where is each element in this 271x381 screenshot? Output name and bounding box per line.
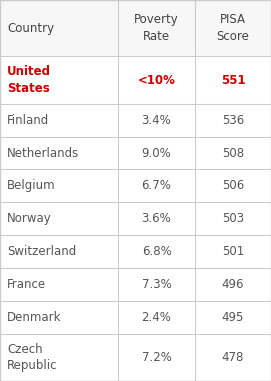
- Bar: [0, 235, 271, 268]
- Text: Czech
Republic: Czech Republic: [7, 343, 57, 372]
- Text: 496: 496: [222, 278, 244, 291]
- Bar: [0, 301, 271, 334]
- Text: 551: 551: [221, 74, 245, 86]
- Bar: [0, 202, 271, 235]
- Text: Netherlands: Netherlands: [7, 147, 79, 160]
- Text: United
States: United States: [7, 66, 51, 95]
- Text: 536: 536: [222, 114, 244, 126]
- Text: Switzerland: Switzerland: [7, 245, 76, 258]
- Text: PISA
Score: PISA Score: [217, 13, 250, 43]
- Bar: [0, 170, 271, 202]
- Bar: [0, 0, 271, 56]
- Text: <10%: <10%: [138, 74, 175, 86]
- Text: 501: 501: [222, 245, 244, 258]
- Bar: [0, 136, 271, 170]
- Text: 6.8%: 6.8%: [142, 245, 171, 258]
- Text: 3.6%: 3.6%: [142, 212, 171, 225]
- Text: Poverty
Rate: Poverty Rate: [134, 13, 179, 43]
- Text: 3.4%: 3.4%: [142, 114, 171, 126]
- Text: 478: 478: [222, 351, 244, 364]
- Text: Denmark: Denmark: [7, 311, 62, 324]
- Text: 6.7%: 6.7%: [141, 179, 172, 192]
- Text: 506: 506: [222, 179, 244, 192]
- Bar: [0, 104, 271, 136]
- Bar: [0, 56, 271, 104]
- Bar: [0, 268, 271, 301]
- Text: 7.2%: 7.2%: [141, 351, 172, 364]
- Bar: [0, 334, 271, 381]
- Text: 7.3%: 7.3%: [142, 278, 171, 291]
- Text: 2.4%: 2.4%: [141, 311, 172, 324]
- Text: Norway: Norway: [7, 212, 52, 225]
- Text: 508: 508: [222, 147, 244, 160]
- Text: Finland: Finland: [7, 114, 49, 126]
- Text: France: France: [7, 278, 46, 291]
- Text: Belgium: Belgium: [7, 179, 56, 192]
- Text: 503: 503: [222, 212, 244, 225]
- Text: Country: Country: [7, 22, 54, 35]
- Text: 495: 495: [222, 311, 244, 324]
- Text: 9.0%: 9.0%: [142, 147, 171, 160]
